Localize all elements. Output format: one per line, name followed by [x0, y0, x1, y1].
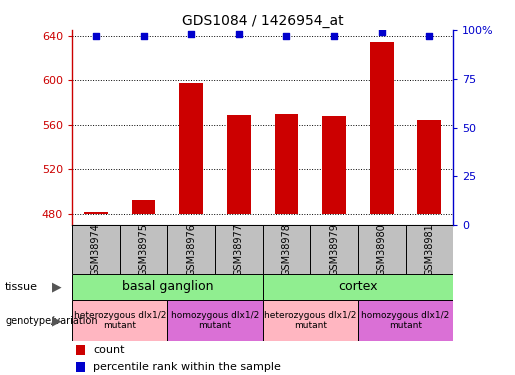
Bar: [263, 300, 358, 341]
Text: GSM38974: GSM38974: [91, 223, 101, 276]
Bar: [418, 120, 441, 214]
Point: [235, 31, 243, 37]
Text: heterozygous dlx1/2
mutant: heterozygous dlx1/2 mutant: [264, 311, 356, 330]
Text: cortex: cortex: [338, 280, 377, 293]
Bar: [72, 300, 167, 341]
Bar: [405, 225, 453, 274]
Bar: [310, 225, 358, 274]
Text: GSM38981: GSM38981: [424, 223, 434, 276]
Text: count: count: [93, 345, 125, 355]
Text: percentile rank within the sample: percentile rank within the sample: [93, 362, 281, 372]
Text: homozygous dlx1/2
mutant: homozygous dlx1/2 mutant: [171, 311, 259, 330]
Text: basal ganglion: basal ganglion: [122, 280, 213, 293]
Bar: [179, 84, 203, 214]
Text: GSM38977: GSM38977: [234, 223, 244, 276]
Bar: [167, 225, 215, 274]
Bar: [227, 115, 251, 214]
Bar: [72, 274, 263, 300]
Bar: [215, 225, 263, 274]
Text: genotype/variation: genotype/variation: [5, 316, 98, 326]
Bar: [167, 300, 263, 341]
Bar: [358, 300, 453, 341]
Bar: [322, 116, 346, 214]
Text: ▶: ▶: [52, 314, 61, 327]
Text: GSM38978: GSM38978: [282, 223, 291, 276]
Text: GSM38979: GSM38979: [329, 223, 339, 276]
Point: [330, 33, 338, 39]
Text: GSM38976: GSM38976: [186, 223, 196, 276]
Title: GDS1084 / 1426954_at: GDS1084 / 1426954_at: [182, 13, 344, 28]
Bar: [132, 201, 156, 214]
Bar: [76, 345, 85, 355]
Bar: [263, 274, 453, 300]
Point: [377, 29, 386, 35]
Bar: [76, 362, 85, 372]
Point: [282, 33, 290, 39]
Bar: [274, 114, 298, 214]
Point: [92, 33, 100, 39]
Bar: [358, 225, 405, 274]
Text: heterozygous dlx1/2
mutant: heterozygous dlx1/2 mutant: [74, 311, 166, 330]
Bar: [263, 225, 310, 274]
Text: GSM38975: GSM38975: [139, 223, 148, 276]
Bar: [72, 225, 119, 274]
Point: [425, 33, 434, 39]
Point: [140, 33, 148, 39]
Bar: [370, 42, 393, 214]
Point: [187, 31, 195, 37]
Bar: [84, 211, 108, 214]
Text: homozygous dlx1/2
mutant: homozygous dlx1/2 mutant: [362, 311, 450, 330]
Bar: [119, 225, 167, 274]
Text: GSM38980: GSM38980: [377, 223, 387, 276]
Text: ▶: ▶: [52, 280, 61, 293]
Text: tissue: tissue: [5, 282, 38, 292]
